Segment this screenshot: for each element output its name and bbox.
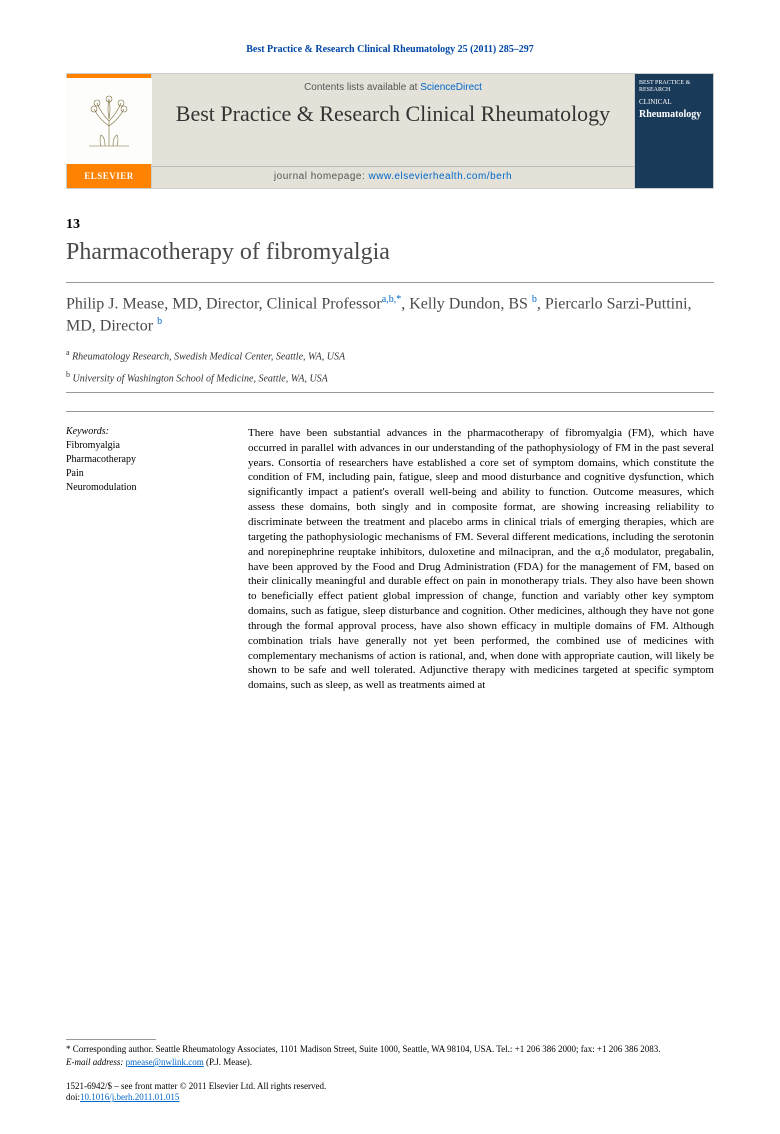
journal-cover-thumbnail[interactable]: BEST PRACTICE & RESEARCH CLINICAL Rheuma…	[634, 73, 714, 189]
elsevier-logo[interactable]: ELSEVIER	[66, 73, 152, 189]
affil-b-marker: b	[66, 370, 70, 379]
elsevier-label: ELSEVIER	[84, 164, 134, 185]
email-line: E-mail address: pmease@nwlink.com (P.J. …	[66, 1057, 714, 1069]
author-list: Philip J. Mease, MD, Director, Clinical …	[66, 293, 714, 337]
banner-center: Contents lists available at ScienceDirec…	[152, 73, 634, 189]
keyword-1: Fibromyalgia	[66, 439, 224, 453]
cover-clinical-label: CLINICAL	[639, 98, 709, 106]
keywords-column: Keywords: Fibromyalgia Pharmacotherapy P…	[66, 426, 224, 693]
keyword-4: Neuromodulation	[66, 481, 224, 495]
elsevier-tree-icon	[66, 78, 152, 164]
affil-a-text: Rheumatology Research, Swedish Medical C…	[72, 352, 345, 363]
abstract-section: Keywords: Fibromyalgia Pharmacotherapy P…	[66, 411, 714, 693]
affiliation-b: b University of Washington School of Med…	[66, 369, 714, 386]
sciencedirect-link[interactable]: ScienceDirect	[420, 82, 482, 93]
homepage-prefix: journal homepage:	[274, 171, 369, 182]
homepage-link[interactable]: www.elsevierhealth.com/berh	[369, 171, 513, 182]
page-footer: * Corresponding author. Seattle Rheumato…	[66, 1039, 714, 1104]
cover-subject-label: Rheumatology	[639, 109, 709, 120]
footnote-rule	[66, 1039, 156, 1040]
affil-a-marker: a	[66, 348, 70, 357]
cover-series-label: BEST PRACTICE & RESEARCH	[639, 80, 709, 94]
keyword-3: Pain	[66, 467, 224, 481]
author-2: , Kelly Dundon, BS	[401, 295, 528, 312]
doi-prefix: doi:	[66, 1092, 80, 1102]
article-title: Pharmacotherapy of fibromyalgia	[66, 239, 714, 266]
journal-name: Best Practice & Research Clinical Rheuma…	[152, 93, 634, 133]
author-1: Philip J. Mease, MD, Director, Clinical …	[66, 295, 382, 312]
journal-homepage: journal homepage: www.elsevierhealth.com…	[152, 166, 634, 182]
article-number: 13	[66, 217, 714, 233]
journal-banner: ELSEVIER Contents lists available at Sci…	[66, 73, 714, 189]
doi-line: doi:10.1016/j.berh.2011.01.015	[66, 1092, 714, 1104]
title-divider	[66, 282, 714, 283]
keywords-label: Keywords:	[66, 426, 224, 437]
author-3-affil-marker: b	[157, 316, 162, 327]
author-1-affil-marker: a,b,*	[382, 294, 401, 305]
contents-prefix: Contents lists available at	[304, 82, 420, 93]
corresponding-author-note: * Corresponding author. Seattle Rheumato…	[66, 1044, 714, 1056]
running-citation: Best Practice & Research Clinical Rheuma…	[66, 44, 714, 55]
copyright-block: 1521-6942/$ – see front matter © 2011 El…	[66, 1081, 714, 1104]
email-label: E-mail address:	[66, 1057, 126, 1067]
email-author-name: (P.J. Mease).	[204, 1057, 252, 1067]
keyword-2: Pharmacotherapy	[66, 453, 224, 467]
affil-b-text: University of Washington School of Medic…	[73, 373, 328, 384]
contents-available: Contents lists available at ScienceDirec…	[152, 74, 634, 93]
affil-divider	[66, 392, 714, 393]
author-email-link[interactable]: pmease@nwlink.com	[126, 1057, 204, 1067]
abstract-text: There have been substantial advances in …	[248, 426, 714, 693]
copyright-line: 1521-6942/$ – see front matter © 2011 El…	[66, 1081, 714, 1093]
doi-link[interactable]: 10.1016/j.berh.2011.01.015	[80, 1092, 179, 1102]
affiliation-a: a Rheumatology Research, Swedish Medical…	[66, 347, 714, 364]
